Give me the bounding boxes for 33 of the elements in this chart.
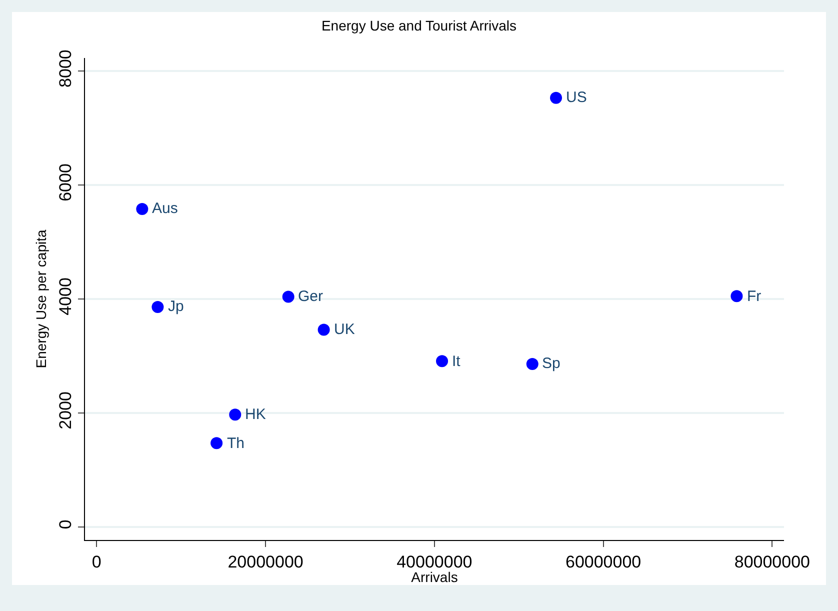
x-axis-title: Arrivals <box>411 569 458 585</box>
y-tick-label: 0 <box>56 520 76 530</box>
point <box>282 290 294 303</box>
y-tick-label: 8000 <box>56 50 76 88</box>
annotation: It <box>452 353 462 370</box>
point <box>210 437 223 450</box>
annotation: Ger <box>298 288 324 305</box>
point <box>730 290 743 302</box>
point <box>550 92 562 104</box>
annotation: HK <box>245 406 266 423</box>
y-tick-label: 4000 <box>56 278 76 316</box>
y-tick-label: 2000 <box>56 391 76 430</box>
annotation: Aus <box>152 200 178 217</box>
y-tick-label: 6000 <box>56 164 76 202</box>
point <box>136 202 148 215</box>
x-tick-label: 80000000 <box>734 552 810 572</box>
annotation: Sp <box>542 355 560 372</box>
x-tick-label: 60000000 <box>565 552 642 572</box>
point <box>229 408 242 421</box>
point <box>152 300 164 313</box>
point <box>436 355 448 368</box>
x-tick-label: 40000000 <box>396 552 472 572</box>
point <box>526 358 538 370</box>
point <box>318 324 330 336</box>
x-tick-label: 20000000 <box>228 552 304 572</box>
annotation: Jp <box>168 298 184 315</box>
annotation: UK <box>334 321 355 338</box>
annotation: Th <box>227 435 245 452</box>
chart-title: Energy Use and Tourist Arrivals <box>321 17 517 34</box>
annotation: US <box>566 89 587 106</box>
y-axis-title: Energy Use per capita <box>32 230 49 368</box>
annotation: Fr <box>747 288 762 305</box>
x-tick-label: 0 <box>92 552 102 572</box>
